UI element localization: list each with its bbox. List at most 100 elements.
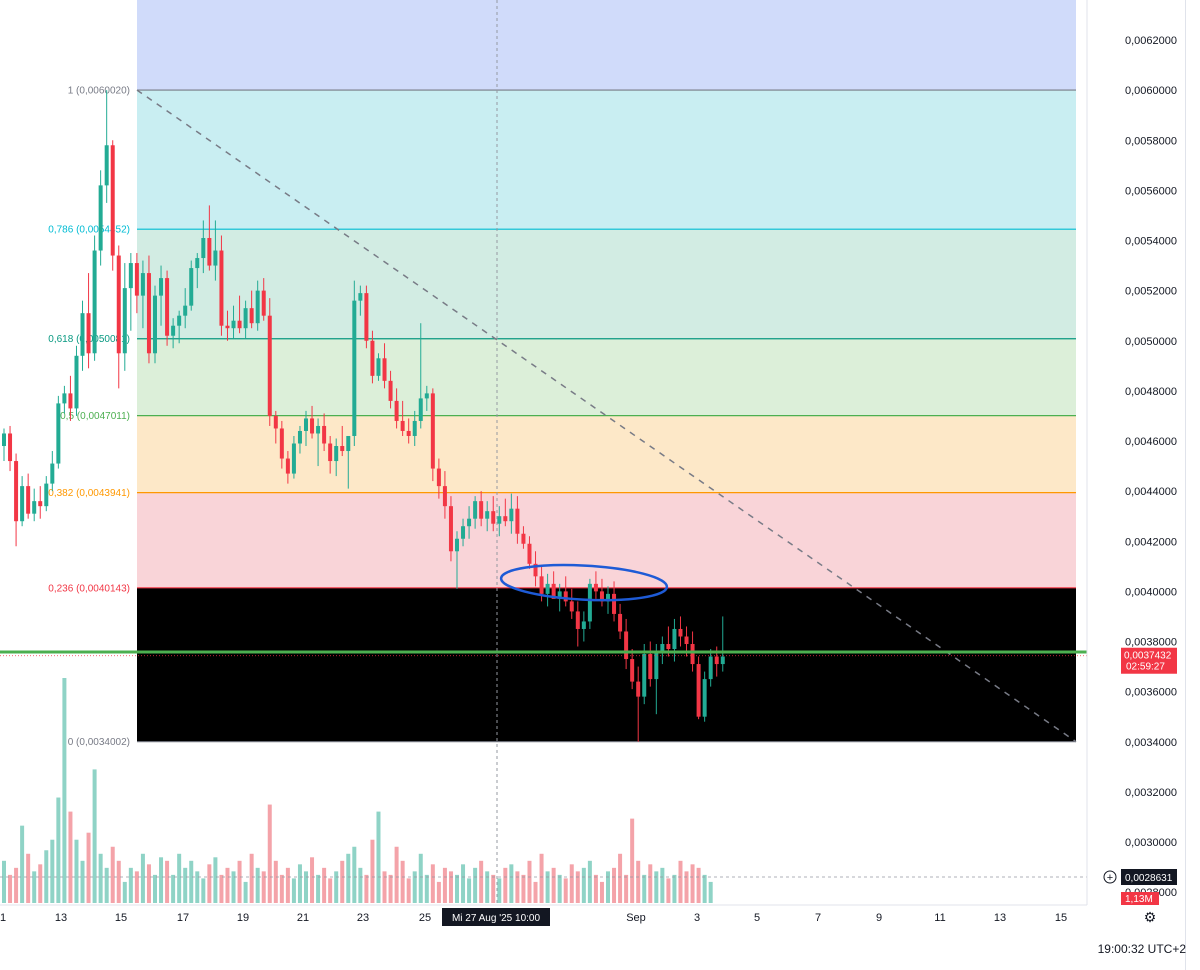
volume-bar bbox=[322, 867, 327, 903]
candle-body bbox=[2, 433, 6, 447]
candle bbox=[207, 205, 212, 271]
candle bbox=[56, 395, 61, 469]
volume-bar bbox=[14, 867, 19, 903]
volume-bar bbox=[74, 839, 79, 903]
price-tick-label: 0,0040000 bbox=[1125, 586, 1177, 598]
volume-bar bbox=[587, 860, 592, 903]
candle bbox=[599, 578, 604, 607]
volume-bar bbox=[479, 860, 484, 903]
volume-bar bbox=[521, 874, 526, 903]
price-tick-label: 0,0042000 bbox=[1125, 536, 1177, 548]
candle-body bbox=[98, 185, 103, 251]
volume-bar bbox=[672, 874, 677, 903]
volume-bar bbox=[581, 867, 586, 903]
candle bbox=[74, 345, 79, 416]
candle bbox=[509, 493, 514, 534]
trendline[interactable] bbox=[136, 89, 1077, 743]
candle bbox=[485, 501, 490, 532]
candle-body bbox=[382, 358, 387, 381]
candle bbox=[297, 425, 302, 454]
add-alert-button[interactable]: + bbox=[1103, 870, 1117, 884]
volume-bar bbox=[340, 860, 345, 903]
price-tick-label: 0,0056000 bbox=[1125, 185, 1177, 197]
candle-body bbox=[219, 250, 224, 326]
volume-bar bbox=[569, 864, 574, 903]
drawings[interactable] bbox=[0, 89, 1087, 878]
candle-body bbox=[412, 420, 417, 436]
volume-bar bbox=[346, 853, 351, 903]
volume-bar bbox=[696, 867, 701, 903]
candle bbox=[128, 253, 133, 331]
candle-body bbox=[334, 446, 339, 462]
volume-bar bbox=[291, 878, 296, 903]
candle-body bbox=[388, 380, 393, 401]
volume-bar bbox=[171, 874, 176, 903]
candle bbox=[563, 576, 568, 607]
volume-bar bbox=[26, 853, 31, 903]
candle bbox=[116, 245, 121, 389]
volume-bar bbox=[310, 857, 315, 903]
volume-bar bbox=[304, 871, 308, 903]
volume-bar bbox=[358, 867, 363, 903]
time-axis[interactable]: 1 13 15 17 19 21 23 25 Sep 3 5 7 9 11 13 15 Mi 27 Aug '2… bbox=[0, 904, 1087, 926]
time-tick-label: 5 bbox=[754, 912, 760, 924]
price-tick-label: 0,0044000 bbox=[1125, 486, 1177, 498]
candle bbox=[636, 666, 641, 742]
candle bbox=[642, 644, 647, 705]
volume-bar bbox=[2, 860, 6, 903]
plus-icon[interactable] bbox=[1103, 870, 1117, 884]
candle-body bbox=[20, 486, 25, 522]
volume-bar bbox=[400, 860, 405, 903]
highlight-ellipse[interactable] bbox=[499, 561, 669, 604]
volume-bar bbox=[122, 881, 127, 903]
volume-bar bbox=[128, 867, 133, 903]
candle-body bbox=[593, 583, 598, 592]
candle-body bbox=[255, 290, 260, 324]
candle-body bbox=[50, 463, 55, 484]
candle bbox=[702, 671, 707, 722]
fib-level-label: 1 (0,0060020) bbox=[68, 86, 130, 97]
candle bbox=[201, 220, 206, 274]
crosshair-price-value: 0,0028631 bbox=[1125, 873, 1173, 884]
candle bbox=[491, 496, 496, 532]
candle-body bbox=[545, 583, 550, 594]
gear-icon[interactable]: ⚙ bbox=[1143, 909, 1157, 925]
fib-band-top bbox=[137, 0, 1076, 91]
price-axis[interactable]: 0,0062000 0,0060000 0,0058000 0,0056000 0,00… bbox=[1086, 0, 1177, 905]
candle bbox=[261, 278, 266, 321]
time-tick-label: 17 bbox=[177, 912, 189, 924]
fib-level-label: 0,786 (0,0054452) bbox=[48, 225, 130, 236]
candle bbox=[122, 263, 127, 371]
volume-bar bbox=[394, 846, 399, 903]
fib-level-label: 0,382 (0,0043941) bbox=[48, 488, 130, 499]
candle-body bbox=[648, 654, 653, 680]
candle-body bbox=[146, 273, 151, 354]
candle-body bbox=[436, 468, 441, 487]
candle-body bbox=[497, 516, 502, 524]
candle-body bbox=[606, 593, 610, 602]
price-tick-label: 0,0030000 bbox=[1125, 837, 1177, 849]
candle bbox=[44, 476, 49, 512]
candle-body bbox=[702, 679, 707, 717]
candle-body bbox=[207, 237, 212, 266]
volume-bar bbox=[467, 878, 472, 903]
candle bbox=[334, 438, 339, 477]
candle-body bbox=[539, 576, 544, 594]
candle bbox=[521, 526, 526, 549]
candle-body bbox=[352, 300, 357, 436]
candle bbox=[273, 410, 278, 444]
candle bbox=[255, 280, 260, 331]
candle bbox=[165, 270, 170, 346]
candle-body bbox=[400, 420, 405, 431]
candle-body bbox=[165, 278, 170, 336]
candle bbox=[8, 425, 13, 472]
time-tick-label: 11 bbox=[934, 912, 945, 924]
candle-body bbox=[376, 358, 381, 376]
candle-body bbox=[491, 511, 496, 524]
price-tick-label: 0,0032000 bbox=[1125, 787, 1177, 799]
candle-body bbox=[587, 583, 592, 622]
volume-bar bbox=[690, 864, 695, 903]
candle bbox=[654, 644, 659, 715]
candle bbox=[291, 435, 296, 479]
